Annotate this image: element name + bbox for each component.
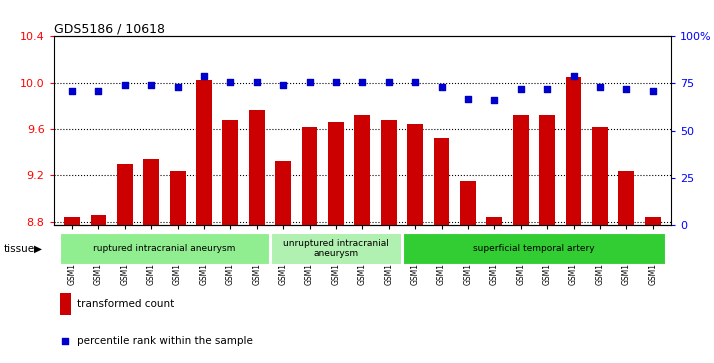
- Bar: [433, 138, 449, 225]
- Point: [66, 88, 78, 94]
- Point: [383, 79, 394, 85]
- Bar: [91, 215, 106, 225]
- Bar: [117, 164, 133, 225]
- Bar: [223, 120, 238, 225]
- Bar: [170, 171, 186, 225]
- Point: [409, 79, 421, 85]
- Bar: [64, 217, 80, 225]
- Text: unruptured intracranial
aneurysm: unruptured intracranial aneurysm: [283, 239, 389, 258]
- Bar: [592, 127, 608, 225]
- Point: [436, 84, 447, 90]
- Point: [146, 82, 157, 88]
- Bar: [407, 124, 423, 225]
- Point: [278, 82, 289, 88]
- Bar: [276, 162, 291, 225]
- Point: [568, 73, 579, 79]
- Text: transformed count: transformed count: [77, 299, 174, 309]
- Point: [93, 88, 104, 94]
- Point: [119, 82, 131, 88]
- Bar: [271, 233, 401, 264]
- Bar: [618, 171, 634, 225]
- Point: [304, 79, 316, 85]
- Text: percentile rank within the sample: percentile rank within the sample: [77, 336, 253, 346]
- Point: [356, 79, 368, 85]
- Point: [59, 338, 71, 343]
- Point: [541, 86, 553, 92]
- Point: [462, 96, 473, 102]
- Bar: [460, 181, 476, 225]
- Text: superficial temporal artery: superficial temporal artery: [473, 244, 595, 253]
- Bar: [249, 110, 265, 225]
- Bar: [328, 122, 344, 225]
- Bar: [539, 115, 555, 225]
- Bar: [486, 217, 502, 225]
- Bar: [403, 233, 665, 264]
- Bar: [645, 217, 660, 225]
- Point: [488, 98, 500, 103]
- Point: [515, 86, 526, 92]
- Bar: [301, 127, 318, 225]
- Bar: [381, 120, 397, 225]
- Text: ▶: ▶: [34, 244, 42, 254]
- Point: [251, 79, 263, 85]
- Point: [198, 73, 210, 79]
- Point: [620, 86, 632, 92]
- Text: ruptured intracranial aneurysm: ruptured intracranial aneurysm: [94, 244, 236, 253]
- Point: [172, 84, 183, 90]
- Point: [647, 88, 658, 94]
- Bar: [144, 159, 159, 225]
- Bar: [60, 233, 268, 264]
- Point: [331, 79, 342, 85]
- Bar: [565, 77, 581, 225]
- Bar: [196, 80, 212, 225]
- Point: [594, 84, 605, 90]
- Text: tissue: tissue: [4, 244, 35, 254]
- Bar: [354, 115, 371, 225]
- Bar: [60, 293, 71, 315]
- Bar: [513, 115, 528, 225]
- Point: [225, 79, 236, 85]
- Text: GDS5186 / 10618: GDS5186 / 10618: [54, 22, 164, 35]
